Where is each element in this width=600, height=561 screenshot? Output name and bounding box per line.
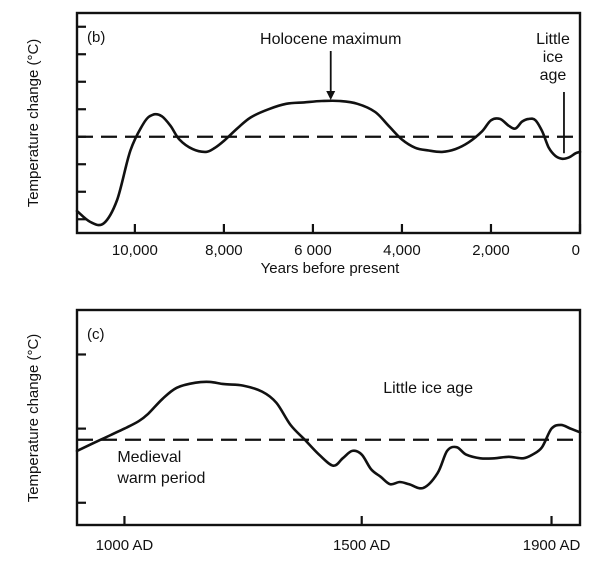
panel-c-x-ticks: 1000 AD 1500 AD 1900 AD (96, 516, 581, 554)
panel-b-x-tick-label: 0 (572, 242, 580, 259)
panel-b-x-tick-label: 2,000 (472, 242, 510, 259)
panel-b-label: (b) (87, 29, 105, 46)
little-ice-age-label-line-3: age (540, 67, 567, 84)
panel-b-x-tick-label: 8,000 (205, 242, 243, 259)
panel-b-x-tick-label: 6 000 (294, 242, 332, 259)
panel-b-x-axis-label: Years before present (261, 260, 401, 277)
panel-b-x-tick-label: 4,000 (383, 242, 421, 259)
panel-b-x-tick-label: 10,000 (112, 242, 158, 259)
little-ice-age-label: Little ice age (383, 380, 473, 397)
holocene-maximum-label: Holocene maximum (260, 31, 401, 48)
panel-c-annotations: Little ice age Medieval warm period (116, 380, 473, 487)
panel-c-x-tick-label: 1500 AD (333, 537, 391, 554)
medieval-warm-period-label-line-1: Medieval (117, 449, 181, 466)
panel-c-y-ticks (77, 353, 86, 504)
panel-c-plot-frame (75, 308, 582, 527)
little-ice-age-label-line-2: ice (543, 49, 564, 66)
panel-b-annotations: Holocene maximum Little ice age (260, 31, 570, 154)
panel-c-y-axis-label: Temperature change (°C) (25, 334, 42, 503)
panel-b-plot-frame (75, 11, 582, 235)
panel-b-y-axis-label: Temperature change (°C) (25, 39, 42, 208)
panel-b-x-ticks: 10,000 8,000 6 000 4,000 2,000 0 (112, 224, 582, 259)
panel-c-temperature-curve (75, 380, 582, 490)
medieval-warm-period-label-line-2: warm period (116, 470, 205, 487)
panel-c: (c) 1000 AD 1500 AD 1900 AD Temperature ch… (25, 308, 582, 554)
holocene-maximum-arrowhead (326, 91, 336, 100)
panel-b: (b) 10,000 8,000 6 000 4,000 2,000 0 Years be… (25, 11, 582, 277)
panel-b-temperature-curve (75, 99, 582, 227)
panel-b-y-ticks (77, 25, 86, 221)
panel-c-label: (c) (87, 326, 105, 343)
little-ice-age-label-line-1: Little (536, 31, 570, 48)
panel-c-x-tick-label: 1900 AD (523, 537, 581, 554)
panel-c-x-tick-label: 1000 AD (96, 537, 154, 554)
